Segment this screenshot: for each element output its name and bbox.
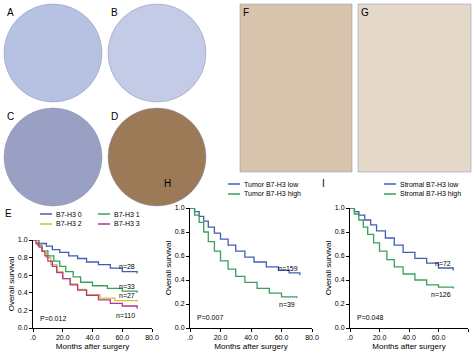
svg-text:60.0: 60.0 (115, 334, 129, 341)
svg-text:1.0: 1.0 (18, 236, 28, 243)
svg-text:B7-H3 2: B7-H3 2 (56, 220, 82, 227)
svg-text:Overall survival: Overall survival (164, 240, 173, 295)
svg-text:0.4: 0.4 (335, 276, 345, 283)
svg-text:Months after surgery: Months after surgery (214, 342, 287, 351)
svg-text:80.0: 80.0 (305, 334, 319, 341)
svg-text:20.0: 20.0 (373, 334, 387, 341)
svg-text:0.8: 0.8 (175, 228, 185, 235)
svg-text:n=110: n=110 (116, 312, 135, 319)
svg-text:60.0: 60.0 (275, 334, 289, 341)
svg-text:H: H (164, 178, 171, 189)
svg-text:Stromal B7-H3 low: Stromal B7-H3 low (400, 181, 459, 188)
svg-text:C: C (7, 111, 14, 122)
svg-text:Tumor B7-H3 low: Tumor B7-H3 low (244, 181, 299, 188)
svg-text:40.0: 40.0 (244, 334, 258, 341)
svg-text:40.0: 40.0 (402, 334, 416, 341)
svg-text:.0: .0 (187, 334, 193, 341)
svg-text:G: G (361, 7, 369, 18)
svg-text:.0: .0 (347, 334, 353, 341)
svg-text:0.4: 0.4 (18, 289, 28, 296)
svg-text:20.0: 20.0 (214, 334, 228, 341)
svg-text:B7-H3 0: B7-H3 0 (56, 211, 82, 218)
svg-text:0.6: 0.6 (335, 252, 345, 259)
svg-text:E: E (5, 208, 12, 219)
svg-text:Tumor B7-H3 high: Tumor B7-H3 high (244, 190, 301, 198)
svg-text:60.0: 60.0 (432, 334, 446, 341)
svg-text:0.4: 0.4 (175, 276, 185, 283)
svg-text:0.0: 0.0 (18, 324, 28, 331)
svg-text:0.2: 0.2 (18, 307, 28, 314)
svg-text:B: B (111, 7, 118, 18)
svg-text:40.0: 40.0 (86, 334, 100, 341)
svg-text:B7-H3 1: B7-H3 1 (114, 211, 140, 218)
svg-text:Months after surgery: Months after surgery (372, 342, 445, 351)
svg-text:n=27: n=27 (119, 292, 135, 299)
svg-text:P=0.048: P=0.048 (357, 314, 383, 321)
svg-text:Overall survival: Overall survival (7, 256, 16, 311)
svg-text:P=0.012: P=0.012 (40, 315, 66, 322)
svg-text:n=33: n=33 (119, 283, 135, 290)
svg-text:0.0: 0.0 (175, 324, 185, 331)
svg-text:1.0: 1.0 (175, 204, 185, 211)
svg-text:A: A (7, 7, 14, 18)
svg-text:0.2: 0.2 (175, 300, 185, 307)
svg-text:D: D (111, 111, 118, 122)
svg-text:n=159: n=159 (278, 265, 298, 272)
svg-text:0.8: 0.8 (18, 254, 28, 261)
svg-text:.0: .0 (30, 334, 36, 341)
svg-text:Months after surgery: Months after surgery (56, 342, 129, 351)
svg-text:Overall survival: Overall survival (324, 240, 333, 295)
svg-text:n=28: n=28 (119, 263, 135, 270)
svg-text:n=72: n=72 (435, 260, 451, 267)
svg-text:20.0: 20.0 (56, 334, 70, 341)
svg-text:0.0: 0.0 (335, 324, 345, 331)
svg-text:1.0: 1.0 (335, 204, 345, 211)
svg-text:80.0: 80.0 (145, 334, 159, 341)
svg-text:0.6: 0.6 (18, 272, 28, 279)
svg-text:I: I (322, 178, 325, 189)
svg-text:0.8: 0.8 (335, 228, 345, 235)
svg-text:n=39: n=39 (279, 301, 295, 308)
svg-text:F: F (243, 7, 249, 18)
svg-text:n=126: n=126 (431, 291, 451, 298)
svg-text:0.2: 0.2 (335, 300, 345, 307)
svg-text:0.6: 0.6 (175, 252, 185, 259)
svg-text:P=0.007: P=0.007 (197, 314, 223, 321)
svg-text:B7-H3 3: B7-H3 3 (114, 220, 140, 227)
svg-text:Stromal B7-H3 high: Stromal B7-H3 high (400, 190, 461, 198)
